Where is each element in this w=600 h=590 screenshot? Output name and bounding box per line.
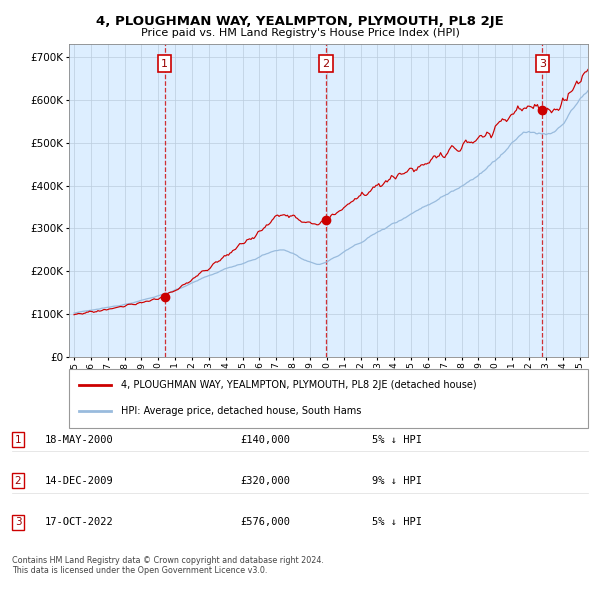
Text: Contains HM Land Registry data © Crown copyright and database right 2024.
This d: Contains HM Land Registry data © Crown c… (12, 556, 324, 575)
Text: 1: 1 (14, 435, 22, 444)
Text: 3: 3 (539, 58, 546, 68)
Text: 2: 2 (14, 476, 22, 486)
Text: 2: 2 (322, 58, 329, 68)
Text: 4, PLOUGHMAN WAY, YEALMPTON, PLYMOUTH, PL8 2JE: 4, PLOUGHMAN WAY, YEALMPTON, PLYMOUTH, P… (96, 15, 504, 28)
Text: £576,000: £576,000 (240, 517, 290, 527)
FancyBboxPatch shape (69, 369, 588, 428)
Text: 3: 3 (14, 517, 22, 527)
Text: 5% ↓ HPI: 5% ↓ HPI (372, 435, 422, 444)
Text: 9% ↓ HPI: 9% ↓ HPI (372, 476, 422, 486)
Text: 18-MAY-2000: 18-MAY-2000 (45, 435, 114, 444)
Text: HPI: Average price, detached house, South Hams: HPI: Average price, detached house, Sout… (121, 407, 361, 416)
Text: £140,000: £140,000 (240, 435, 290, 444)
Text: £320,000: £320,000 (240, 476, 290, 486)
Text: Price paid vs. HM Land Registry's House Price Index (HPI): Price paid vs. HM Land Registry's House … (140, 28, 460, 38)
Text: 14-DEC-2009: 14-DEC-2009 (45, 476, 114, 486)
Text: 17-OCT-2022: 17-OCT-2022 (45, 517, 114, 527)
Text: 4, PLOUGHMAN WAY, YEALMPTON, PLYMOUTH, PL8 2JE (detached house): 4, PLOUGHMAN WAY, YEALMPTON, PLYMOUTH, P… (121, 381, 476, 390)
Text: 5% ↓ HPI: 5% ↓ HPI (372, 517, 422, 527)
Text: 1: 1 (161, 58, 168, 68)
